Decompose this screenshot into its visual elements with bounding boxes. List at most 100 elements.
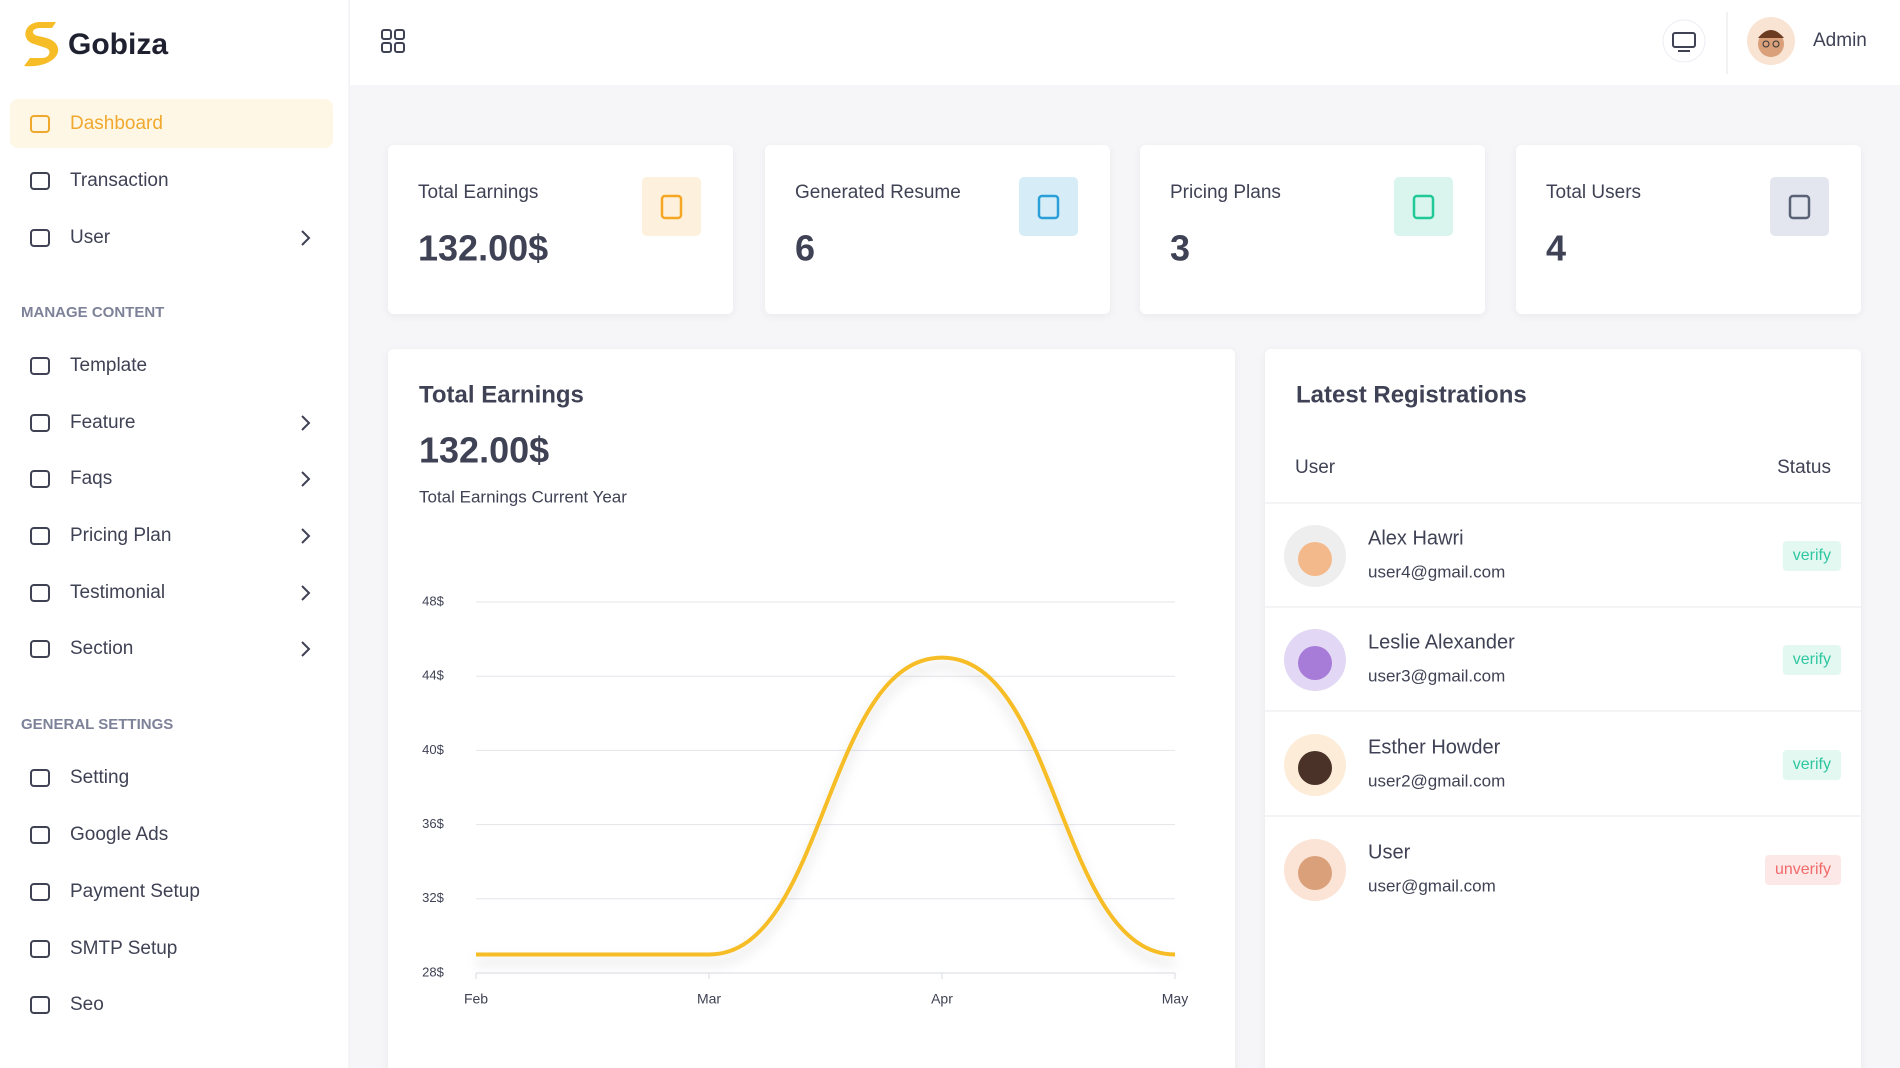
nav-icon <box>30 527 50 545</box>
status-label: verify <box>1793 547 1831 564</box>
stat-label: Total Users <box>1546 182 1641 203</box>
nav-item[interactable]: Section <box>70 638 133 659</box>
brand: Gobiza <box>68 28 168 61</box>
user-name: Esther Howder <box>1368 736 1501 758</box>
stat-icon <box>660 194 683 220</box>
x-tick-label: May <box>1162 991 1188 1007</box>
chevron <box>301 641 311 657</box>
stat-icon-bg <box>1019 177 1078 236</box>
stat-icon <box>1788 194 1811 220</box>
nav-item[interactable]: Feature <box>70 412 135 433</box>
stat-value: 132.00$ <box>418 228 548 269</box>
nav-item[interactable]: Setting <box>70 767 129 788</box>
y-tick-label: 48$ <box>422 593 444 608</box>
stat-icon <box>1412 194 1435 220</box>
chevron <box>301 528 311 544</box>
nav-item[interactable]: SMTP Setup <box>70 938 177 959</box>
nav-icon <box>30 996 50 1014</box>
nav-icon <box>30 769 50 787</box>
stat-icon <box>1037 194 1060 220</box>
nav-item[interactable]: Payment Setup <box>70 881 200 902</box>
y-tick-label: 32$ <box>422 890 444 905</box>
nav-item[interactable]: Template <box>70 355 147 376</box>
status-badge <box>1782 750 1841 780</box>
avatar-face <box>1298 751 1332 785</box>
nav-item[interactable]: Testimonial <box>70 582 165 603</box>
chart-subtitle: Total Earnings Current Year <box>419 487 627 506</box>
chart-card <box>388 349 1235 1068</box>
nav-icon <box>30 229 50 247</box>
nav-icon <box>30 883 50 901</box>
status-label: unverify <box>1775 861 1831 878</box>
nav-item[interactable]: Dashboard <box>70 113 163 134</box>
chart-total: 132.00$ <box>419 430 549 471</box>
avatar-face <box>1298 856 1332 890</box>
nav-item[interactable]: User <box>70 227 111 248</box>
column-header: Status <box>1777 457 1831 478</box>
user-email: user3@gmail.com <box>1368 666 1505 685</box>
status-badge <box>1782 541 1841 571</box>
user-name: Alex Hawri <box>1368 527 1464 549</box>
topbar <box>350 0 1900 85</box>
avatar-face <box>1298 542 1332 576</box>
stat-label: Pricing Plans <box>1170 182 1281 203</box>
logo: Gobiza <box>24 22 168 67</box>
chevron <box>301 585 311 601</box>
nav-item[interactable]: Transaction <box>70 170 169 191</box>
user-email: user2@gmail.com <box>1368 771 1505 790</box>
status-badge <box>1782 645 1841 675</box>
status-badge <box>1764 855 1841 885</box>
avatar-face <box>1298 646 1332 680</box>
line-series <box>476 655 1176 957</box>
y-tick-label: 36$ <box>422 816 444 831</box>
y-tick-label: 44$ <box>422 668 444 683</box>
admin-name[interactable]: Admin <box>1813 30 1867 51</box>
registrations-title: Latest Registrations <box>1296 381 1527 408</box>
user-name: Leslie Alexander <box>1368 631 1515 653</box>
y-tick-label: 40$ <box>422 742 444 757</box>
sidebar <box>0 0 349 1068</box>
stat-label: Generated Resume <box>795 182 961 203</box>
nav-item[interactable]: Faqs <box>70 468 112 489</box>
nav-icon <box>30 940 50 958</box>
x-tick-label: Feb <box>464 991 488 1007</box>
nav-icon <box>30 357 50 375</box>
stat-label: Total Earnings <box>418 182 538 203</box>
logo-icon <box>24 22 59 67</box>
x-tick-label: Mar <box>697 991 721 1007</box>
y-tick-label: 28$ <box>422 964 444 979</box>
x-tick-label: Apr <box>931 991 953 1007</box>
nav-icon <box>30 584 50 602</box>
nav-icon <box>30 826 50 844</box>
screen-button[interactable] <box>1662 19 1706 63</box>
chevron <box>301 471 311 487</box>
admin-avatar[interactable] <box>1747 17 1795 65</box>
menu-icon[interactable] <box>381 29 405 53</box>
user-name: User <box>1368 841 1411 863</box>
chevron <box>301 230 311 246</box>
status-label: verify <box>1793 651 1831 668</box>
nav-item[interactable]: Pricing Plan <box>70 525 171 546</box>
stat-icon-bg <box>1770 177 1829 236</box>
nav-icon <box>30 172 50 190</box>
stat-value: 4 <box>1546 228 1566 269</box>
nav-icon <box>30 414 50 432</box>
chevron <box>301 415 311 431</box>
nav-item[interactable]: Seo <box>70 994 104 1015</box>
status-label: verify <box>1793 756 1831 773</box>
nav-heading: MANAGE CONTENT <box>21 304 164 321</box>
nav-heading: GENERAL SETTINGS <box>21 716 173 733</box>
chart-title: Total Earnings <box>419 381 584 408</box>
user-email: user@gmail.com <box>1368 876 1496 895</box>
nav-item[interactable]: Google Ads <box>70 824 168 845</box>
user-email: user4@gmail.com <box>1368 562 1505 581</box>
nav-icon <box>30 470 50 488</box>
stat-value: 3 <box>1170 228 1190 269</box>
registrations-card <box>1265 349 1861 1068</box>
stat-icon-bg <box>1394 177 1453 236</box>
stat-icon-bg <box>642 177 701 236</box>
screen-icon <box>1672 32 1696 52</box>
stat-value: 6 <box>795 228 815 269</box>
column-header: User <box>1295 457 1336 478</box>
